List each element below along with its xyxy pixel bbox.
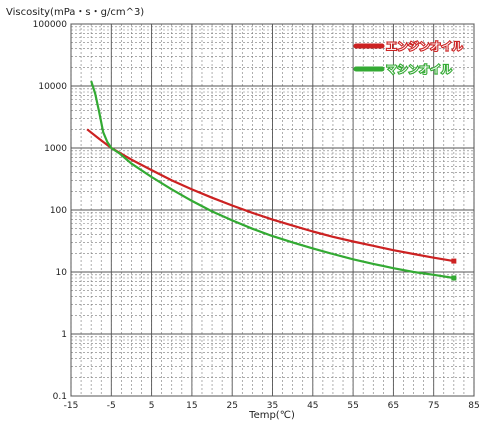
y-tick-label: 0.1 (53, 392, 67, 402)
series-end-marker-1 (451, 275, 457, 281)
x-tick-label: -5 (107, 401, 116, 411)
x-tick-label: 35 (267, 401, 278, 411)
major-grid (70, 23, 475, 397)
legend-label-1: マシンオイル (386, 63, 452, 76)
x-tick-label: 25 (226, 401, 237, 411)
y-tick-label: 1000 (44, 144, 67, 154)
series-end-marker-0 (451, 258, 457, 264)
y-tick-label: 10 (56, 268, 68, 278)
x-axis-label: Temp(℃) (248, 410, 295, 421)
x-tick-label: 55 (347, 401, 358, 411)
y-tick-label: 10000 (38, 82, 67, 92)
x-tick-label: 15 (186, 401, 197, 411)
x-tick-label: -15 (64, 401, 79, 411)
series-layer (86, 80, 457, 281)
x-tick-label: 5 (149, 401, 155, 411)
y-tick-label: 100 (50, 206, 67, 216)
x-tick-label: 45 (307, 401, 318, 411)
y-tick-label: 1 (61, 330, 67, 340)
legend-label-0: エンジンオイル (386, 40, 463, 53)
y-tick-label: 100000 (33, 20, 68, 30)
x-tick-label: 85 (468, 401, 479, 411)
x-tick-label: 65 (388, 401, 399, 411)
series-line-0 (86, 128, 454, 263)
y-axis-label: Viscosity(mPa・s・g/cm^3) (6, 7, 144, 18)
series-line-1 (90, 80, 454, 280)
y-tick-labels: 0.1 1 10 100 1000 10000 100000 (33, 20, 68, 402)
x-tick-labels: -15 -5 5 15 25 35 45 55 65 75 85 (64, 401, 480, 411)
x-tick-label: 75 (428, 401, 439, 411)
